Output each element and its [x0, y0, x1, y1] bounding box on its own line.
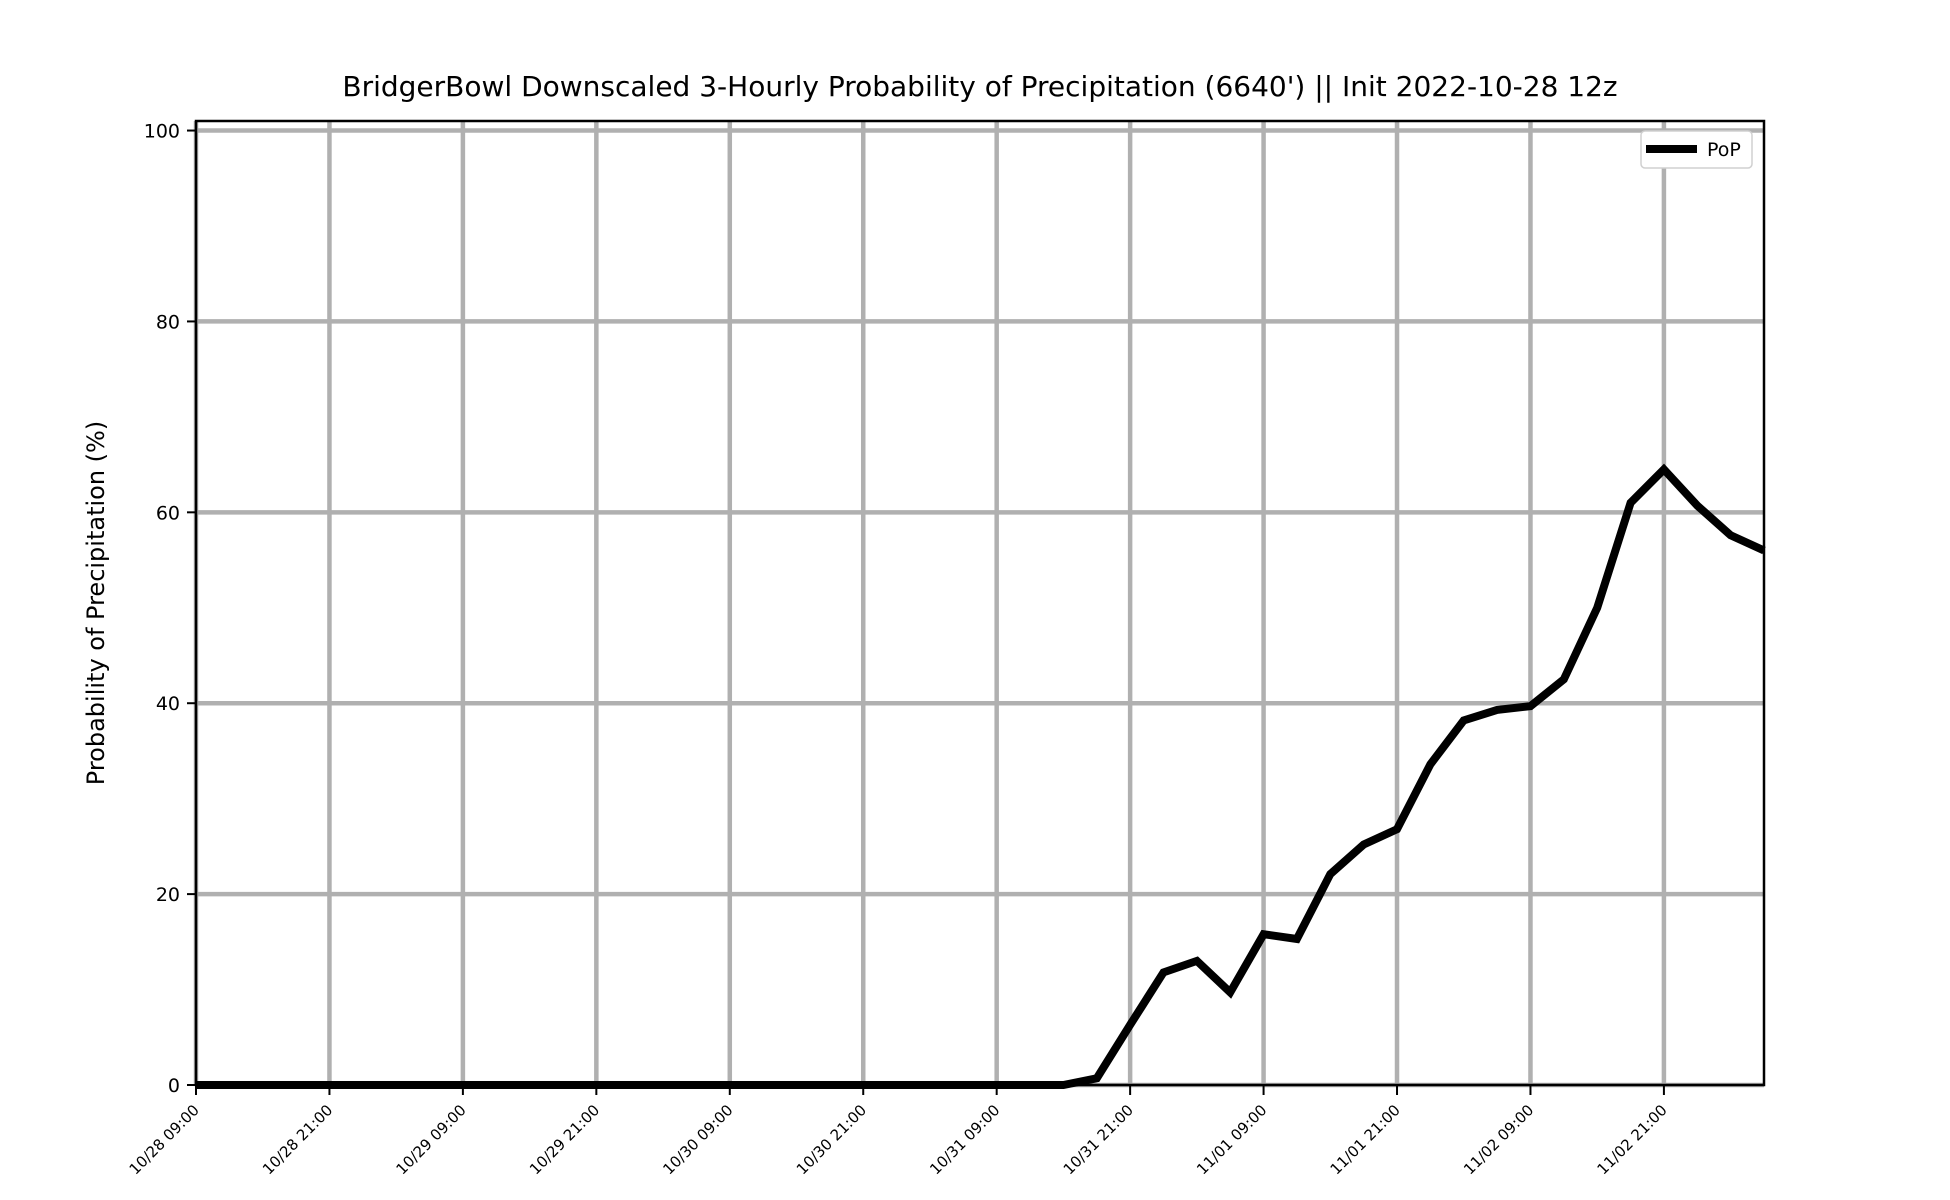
y-axis-label: Probability of Precipitation (%) [82, 421, 110, 785]
legend-label-pop: PoP [1707, 139, 1741, 161]
y-tick-label-40: 40 [156, 693, 180, 715]
y-tick-label-60: 60 [156, 502, 180, 524]
y-tick-label-80: 80 [156, 311, 180, 333]
y-tick-label-0: 0 [168, 1075, 180, 1097]
chart-title: BridgerBowl Downscaled 3-Hourly Probabil… [342, 70, 1617, 103]
y-tick-label-100: 100 [144, 121, 180, 143]
y-axis: 0 20 40 60 80 100 [144, 121, 196, 1097]
plot-frame [194, 119, 1766, 1087]
y-tick-label-20: 20 [156, 884, 180, 906]
grid [193, 121, 1764, 1088]
legend: PoP [1640, 130, 1753, 169]
